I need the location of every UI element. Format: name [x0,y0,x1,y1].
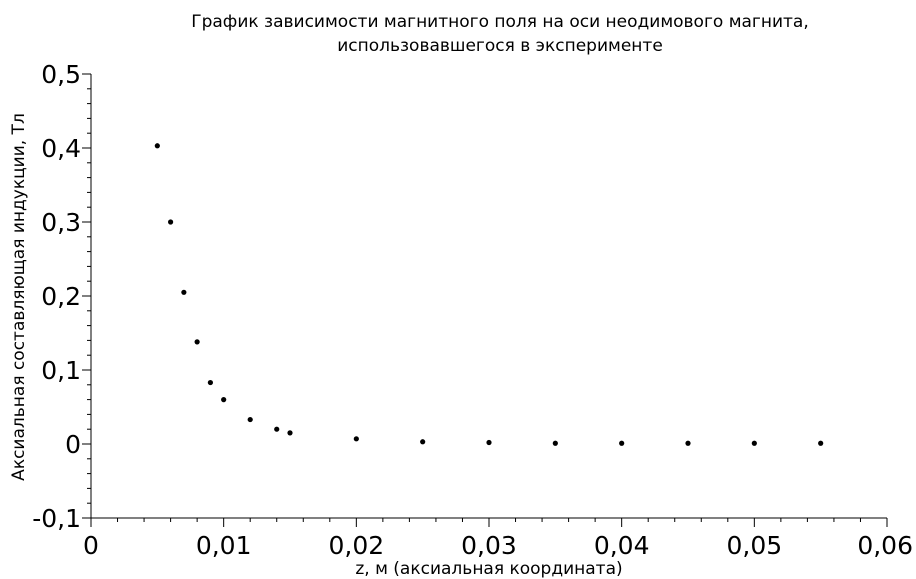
chart-title-line-1: График зависимости магнитного поля на ос… [191,12,809,32]
data-point [247,416,253,423]
data-point [751,440,757,446]
data-point [420,439,426,445]
data-point [353,436,359,442]
data-point [486,439,492,446]
x-tick-label: 0,01 [196,531,252,560]
y-axis-ticks: -0,1 0 0,1 0,2 0,3 0,4 0,5 [32,60,91,533]
y-tick-label: 0,2 [41,282,81,311]
data-point [207,379,213,386]
data-point [685,440,691,446]
chart-title-line-2: использовавшегося в эксперименте [337,36,663,56]
y-tick-label: 0 [65,430,81,459]
x-axis-label: z, м (аксиальная координата) [355,559,622,579]
x-axis-ticks: 0 0,01 0,02 0,03 0,04 0,05 0,06 [83,518,913,560]
data-point [274,426,280,432]
y-tick-label: -0,1 [32,504,81,533]
data-point [619,440,625,446]
data-points [154,143,824,446]
y-tick-label: 0,4 [41,134,81,163]
y-tick-label: 0,5 [41,60,81,89]
data-point [168,219,174,225]
y-axis-label: Аксиальная составляющая индукции, Тл [9,113,29,481]
data-point [194,339,200,345]
x-tick-label: 0,06 [857,531,913,560]
x-tick-label: 0,02 [328,531,384,560]
data-point [552,440,558,446]
y-tick-label: 0,1 [41,356,81,385]
data-point [221,397,227,403]
data-point [818,440,824,446]
data-point [154,143,160,149]
data-point [287,430,293,436]
y-tick-label: 0,3 [41,208,81,237]
x-tick-label: 0,05 [726,531,782,560]
x-tick-label: 0,03 [461,531,517,560]
chart-title: График зависимости магнитного поля на ос… [191,12,809,56]
x-tick-label: 0 [83,531,99,560]
data-point [181,289,187,295]
x-tick-label: 0,04 [594,531,650,560]
